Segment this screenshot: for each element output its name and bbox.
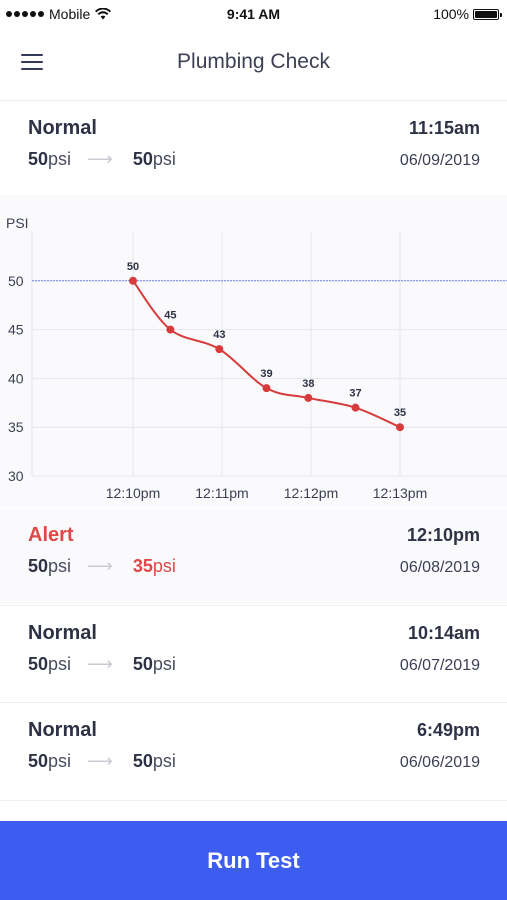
chart-x-tick-label: 12:10pm — [106, 485, 160, 501]
pressure-readings: 50psi ⟶ 35psi — [28, 556, 176, 577]
chart-y-tick-label: 50 — [8, 273, 24, 289]
pressure-chart-svg: PSI 30 35 40 45 50 12:10pm 12:11pm 12:12pm 12:13p… — [6, 215, 507, 501]
chart-data-label: 43 — [213, 329, 225, 341]
result-status: Normal — [28, 622, 97, 644]
end-pressure: 50psi — [132, 654, 176, 674]
end-pressure: 50psi — [132, 149, 176, 169]
pressure-readings: 50psi ⟶ 50psi — [28, 149, 176, 170]
test-result-row[interactable]: Normal 11:15am 50psi ⟶ 50psi 06/09/2019 — [0, 101, 507, 197]
row-divider — [0, 605, 507, 606]
result-date: 06/07/2019 — [399, 657, 480, 674]
chart-series-line — [132, 280, 401, 429]
end-pressure: 35psi — [132, 556, 176, 576]
chart-x-tick-label: 12:13pm — [373, 485, 427, 501]
battery-icon — [473, 8, 502, 20]
carrier-name: Mobile — [49, 6, 91, 22]
result-time: 11:15am — [408, 118, 480, 138]
result-status: Alert — [28, 524, 74, 546]
hamburger-menu-icon[interactable] — [21, 54, 43, 72]
chart-data-label: 35 — [394, 407, 406, 419]
test-result-row[interactable]: Normal 10:14am 50psi ⟶ 50psi 06/07/2019 — [0, 606, 507, 702]
result-status: Normal — [28, 117, 97, 139]
chart-data-point — [396, 423, 404, 432]
chart-data-label: 37 — [349, 388, 361, 400]
chart-data-point — [304, 393, 313, 402]
wifi-icon — [95, 8, 112, 20]
run-test-button[interactable]: Run Test — [0, 821, 507, 900]
arrow-right-icon: ⟶ — [87, 654, 113, 674]
arrow-right-icon: ⟶ — [87, 751, 113, 771]
start-pressure: 50psi — [28, 556, 72, 576]
chart-data-label: 45 — [164, 310, 176, 322]
signal-strength-icon — [6, 11, 44, 17]
row-divider — [0, 800, 507, 801]
chart-y-tick-label: 30 — [8, 468, 24, 484]
battery-percent: 100% — [433, 6, 469, 22]
pressure-chart: PSI 30 35 40 45 50 12:10pm 12:11pm 12:12pm 12:13p… — [0, 195, 507, 507]
result-time: 10:14am — [407, 623, 480, 643]
pressure-readings: 50psi ⟶ 50psi — [28, 654, 176, 675]
test-result-row[interactable]: Alert 12:10pm 50psi ⟶ 35psi 06/08/2019 — [0, 508, 507, 604]
result-status: Normal — [28, 719, 97, 741]
chart-data-point — [262, 384, 271, 393]
battery-indicator: 100% — [433, 6, 502, 22]
carrier-indicator: Mobile — [6, 6, 112, 22]
start-pressure: 50psi — [28, 149, 72, 169]
test-result-row[interactable]: Normal 6:49pm 50psi ⟶ 50psi 06/06/2019 — [0, 703, 507, 799]
chart-x-tick-label: 12:12pm — [284, 485, 338, 501]
end-pressure: 50psi — [132, 751, 176, 771]
chart-data-label: 38 — [302, 378, 314, 390]
chart-data-point — [166, 325, 175, 334]
result-date: 06/08/2019 — [399, 559, 480, 576]
start-pressure: 50psi — [28, 654, 72, 674]
chart-y-tick-label: 35 — [8, 419, 24, 435]
status-time: 9:41 AM — [226, 6, 281, 22]
start-pressure: 50psi — [28, 751, 72, 771]
chart-x-tick-label: 12:11pm — [195, 485, 248, 501]
result-date: 06/09/2019 — [399, 152, 480, 169]
arrow-right-icon: ⟶ — [87, 149, 113, 169]
result-time: 12:10pm — [406, 525, 480, 545]
chart-data-label: 50 — [127, 261, 139, 273]
result-time: 6:49pm — [416, 720, 480, 740]
chart-y-axis-label: PSI — [6, 215, 29, 231]
chart-data-label: 39 — [260, 368, 272, 380]
chart-data-point — [215, 345, 224, 354]
row-divider — [0, 702, 507, 703]
app-header: Plumbing Check — [0, 28, 507, 101]
pressure-readings: 50psi ⟶ 50psi — [28, 751, 176, 772]
chart-y-tick-label: 40 — [8, 370, 24, 386]
page-title: Plumbing Check — [177, 50, 330, 73]
chart-data-point — [129, 276, 137, 285]
chart-y-tick-label: 45 — [8, 322, 24, 338]
status-bar: Mobile 9:41 AM 100% — [0, 0, 507, 28]
result-date: 06/06/2019 — [399, 754, 480, 771]
chart-data-point — [351, 403, 360, 412]
arrow-right-icon: ⟶ — [87, 556, 113, 576]
